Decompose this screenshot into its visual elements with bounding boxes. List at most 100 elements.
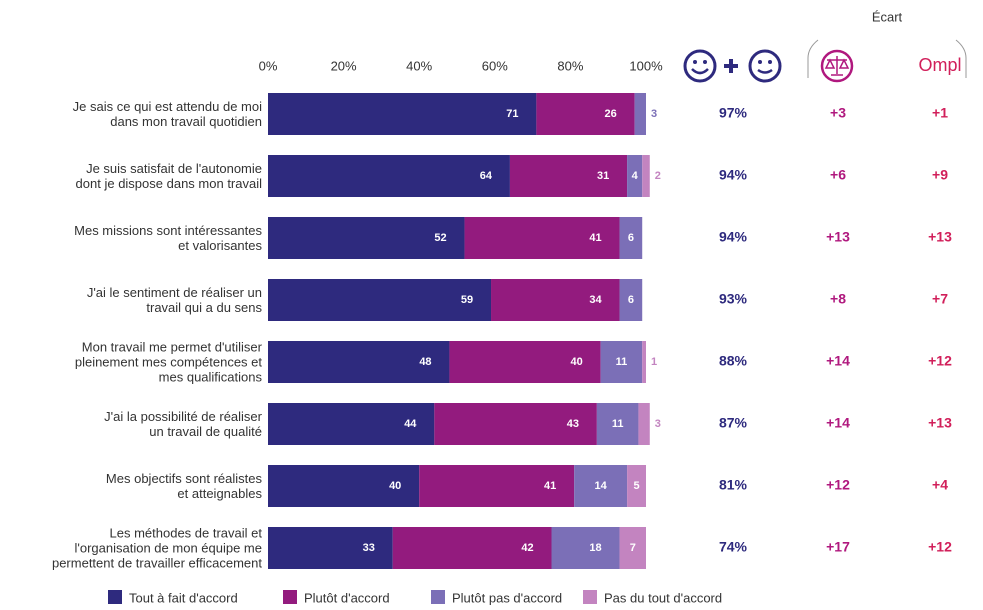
ecart-label: +9 [932,167,948,183]
ecart-label: +6 [830,167,846,183]
total-label: 74% [719,539,748,555]
smiley-icons [683,49,782,83]
total-label: 88% [719,353,748,369]
bar-segment [536,93,635,135]
category-label: J'ai la possibilité de réaliser un trava… [104,409,262,439]
scales-icon [820,49,854,83]
data-label: 59 [461,294,473,306]
data-label: 7 [630,542,636,554]
legend-label: Plutôt d'accord [304,590,390,605]
ecart-label: +3 [830,105,846,121]
bar-segment [627,465,646,507]
total-label: 81% [719,477,748,493]
x-tick-label: 0% [259,58,278,73]
bar-segment [449,341,601,383]
data-label: 11 [616,356,628,368]
x-tick-label: 100% [629,58,663,73]
bar-segment [638,403,650,445]
data-label: 6 [628,232,634,244]
data-label: 40 [571,356,583,368]
category-label: Les méthodes de travail et l'organisatio… [51,525,262,571]
data-label: 42 [521,542,533,554]
data-label: 33 [363,542,375,554]
data-label: 26 [605,108,617,120]
total-label: 94% [719,167,748,183]
bracket [955,39,967,78]
data-label: 2 [655,170,661,182]
bar-segment [268,217,465,259]
ompl-logo: Ompl [918,55,961,75]
category-label: Je suis satisfait de l'autonomie dont je… [75,161,262,191]
data-label: 52 [434,232,446,244]
bar-segment [419,465,575,507]
data-label: 6 [628,294,634,306]
bar-segment [619,217,643,259]
data-label: 41 [544,480,556,492]
data-label: 31 [597,170,609,182]
bar-segment [642,341,646,383]
bracket [807,39,819,78]
ecart-label: +12 [928,539,952,555]
data-label: 11 [612,418,624,430]
data-label: 4 [632,170,639,182]
data-label: 3 [651,108,657,120]
data-label: 40 [389,480,401,492]
bar-segment [642,155,650,197]
total-label: 94% [719,229,748,245]
total-label: 93% [719,291,748,307]
category-label: Mes missions sont intéressantes et valor… [74,223,262,253]
ecart-label: +14 [826,353,850,369]
bar-segment [627,155,643,197]
ecart-label: +8 [830,291,846,307]
total-label: 87% [719,415,748,431]
bar-segment [509,155,628,197]
category-label: Je sais ce qui est attendu de moi dans m… [72,99,262,129]
bar-segment [634,93,646,135]
ecart-label: +12 [928,353,952,369]
bar-segment [268,465,420,507]
bar-segment [619,279,643,321]
data-label: 18 [589,542,601,554]
total-label: 97% [719,105,748,121]
bar-segment [574,465,628,507]
bar-segment [268,527,393,569]
legend-label: Plutôt pas d'accord [452,590,562,605]
bar-segment [551,527,620,569]
x-tick-label: 60% [482,58,508,73]
data-label: 14 [595,480,608,492]
ecart-label: +14 [826,415,850,431]
category-label: J'ai le sentiment de réaliser un travail… [86,285,262,315]
data-label: 71 [506,108,518,120]
data-label: 5 [633,480,639,492]
data-label: 3 [655,418,661,430]
bar-segment [268,341,450,383]
ecart-label: +4 [932,477,948,493]
data-label: 43 [567,418,579,430]
x-tick-label: 20% [331,58,357,73]
bar-segment [434,403,597,445]
bar-segment [491,279,620,321]
ecart-label: +13 [826,229,850,245]
data-label: 48 [419,356,431,368]
data-label: 64 [480,170,493,182]
bar-segment [268,155,510,197]
x-tick-label: 40% [406,58,432,73]
category-label: Mon travail me permet d'utiliser pleinem… [74,339,262,385]
bar-segment [268,93,537,135]
data-label: 1 [651,356,657,368]
bar-segment [464,217,620,259]
bar-segment [600,341,643,383]
data-label: 34 [589,294,602,306]
ecart-label: +13 [928,415,952,431]
category-label: Mes objectifs sont réalistes et atteigna… [105,471,262,501]
legend-swatch [583,590,597,604]
bar-segment [268,403,435,445]
legend-swatch [431,590,445,604]
ecart-label: +17 [826,539,850,555]
legend-swatch [283,590,297,604]
bar-segment [619,527,646,569]
data-label: 44 [404,418,417,430]
data-label: 41 [589,232,601,244]
